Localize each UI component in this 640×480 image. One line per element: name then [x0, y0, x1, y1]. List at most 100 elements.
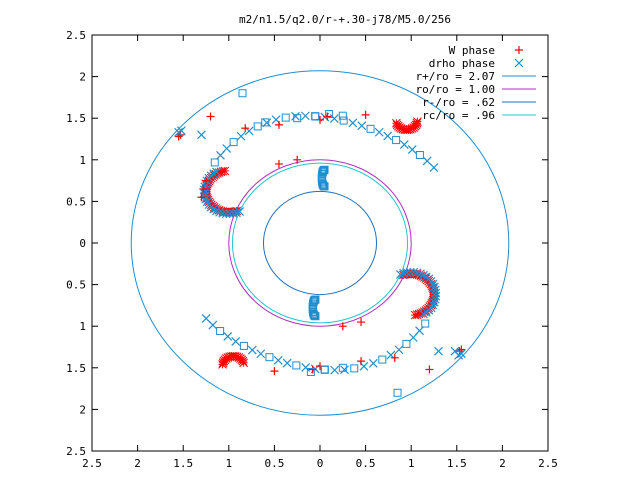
arm-mark-9: [281, 113, 290, 122]
arm-mark-11: [300, 111, 310, 121]
hook-95: [414, 309, 424, 319]
arm-mark-39: [320, 365, 329, 374]
x-tick-label-1: 2: [134, 457, 141, 470]
series-2-point-3: [325, 110, 334, 119]
legend-label-3: ro/ro = 1.00: [416, 83, 495, 96]
legend-label-1: drho phase: [429, 57, 495, 70]
y-tick-label-7: 1: [79, 320, 86, 333]
bar-191: [319, 181, 328, 190]
hook-165: [429, 282, 439, 292]
arm-mark-31: [394, 345, 404, 355]
series-2-point-0: [238, 89, 247, 98]
arm-mark-29: [408, 333, 418, 342]
arm-mark-37: [340, 365, 349, 375]
arm-mark-44: [273, 355, 283, 365]
series-0-point-19: [357, 318, 366, 327]
hook-112: [428, 284, 438, 294]
series-2-point-9: [306, 367, 315, 376]
series-2-point-1: [293, 114, 302, 123]
legend-label-4: r-/ro = .62: [422, 96, 495, 109]
arm-mark-16: [348, 118, 358, 128]
arm-mark-27: [421, 319, 430, 328]
arm-mark-4: [236, 131, 246, 141]
series-1-point-1: [174, 127, 184, 137]
series-0-point-17: [357, 357, 366, 366]
circle-1: [228, 159, 412, 327]
hook-57: [214, 168, 224, 177]
hook-164: [430, 285, 440, 295]
y-tick-label-5: 0: [79, 237, 86, 250]
hook-96: [416, 309, 426, 318]
y-tick-label-8: 1.5: [66, 362, 86, 375]
arm-mark-50: [223, 332, 233, 341]
arm-mark-20: [383, 131, 393, 141]
series-2-point-2: [311, 112, 320, 121]
y-tick-label-4: 0.5: [66, 195, 86, 208]
arm-mark-23: [407, 145, 417, 154]
hook-142: [201, 194, 211, 204]
series-0-point-15: [425, 365, 434, 374]
hook-56: [216, 167, 226, 177]
arm-mark-22: [399, 140, 409, 150]
arm-mark-43: [282, 358, 292, 368]
series-1-point-4: [450, 346, 460, 356]
circle-2: [262, 190, 378, 296]
hook-171: [415, 269, 425, 279]
series-2-point-4: [338, 111, 347, 120]
hook-55: [218, 166, 228, 176]
arm-mark-47: [247, 345, 257, 355]
arm-mark-38: [330, 365, 340, 375]
series-0-point-16: [390, 353, 399, 362]
series-1-point-5: [434, 346, 443, 356]
arm-mark-7: [262, 118, 272, 128]
arm-mark-48: [239, 341, 248, 350]
hook-153: [231, 208, 241, 218]
arm-mark-45: [265, 353, 274, 362]
hook-150: [221, 209, 231, 219]
data-marks: [174, 89, 466, 397]
tip-241: [218, 360, 227, 369]
arm-mark-17: [357, 121, 367, 131]
arm-mark-33: [378, 355, 387, 364]
arm-mark-21: [392, 136, 401, 145]
y-tick-label-0: 2.5: [66, 29, 86, 42]
circle-3: [231, 162, 409, 324]
arm-mark-46: [256, 349, 266, 359]
tip-214: [396, 124, 406, 133]
arm-mark-26: [429, 163, 439, 172]
tip-223: [411, 120, 421, 130]
y-tick-label-6: 0.5: [66, 279, 86, 292]
x-tick-label-9: 2: [499, 457, 506, 470]
hook-141: [200, 191, 210, 201]
series-0-point-2: [206, 112, 215, 121]
x-tick-label-8: 1.5: [447, 457, 467, 470]
series-0-point-5: [293, 155, 302, 164]
hook-94: [412, 310, 422, 320]
series-1-point-3: [456, 349, 466, 359]
legend-label-2: r+/ro = 2.07: [416, 70, 495, 83]
legend-label-0: W phase: [449, 44, 495, 57]
series-0-point-6: [274, 159, 283, 168]
arm-mark-15: [339, 116, 348, 125]
x-tick-label-0: 2.5: [82, 457, 102, 470]
arm-mark-51: [216, 327, 225, 336]
arm-mark-19: [374, 127, 384, 137]
series-0-point-18: [338, 322, 347, 331]
tip-225: [413, 117, 422, 126]
reference-circles: [130, 70, 510, 416]
series-0-point-3: [241, 124, 250, 133]
arm-mark-53: [201, 314, 211, 323]
hook-170: [419, 270, 428, 280]
series-2-point-5: [261, 118, 270, 127]
series-0-point-4: [274, 120, 283, 129]
arm-mark-18: [366, 124, 375, 133]
arm-mark-36: [350, 364, 359, 373]
hook-177: [395, 269, 405, 279]
hook-176: [399, 268, 409, 278]
hook-147: [212, 206, 221, 216]
arm-mark-3: [229, 138, 238, 147]
series-0-point-8: [361, 110, 370, 119]
x-tick-label-3: 1: [225, 457, 232, 470]
x-tick-label-6: 0.5: [356, 457, 376, 470]
